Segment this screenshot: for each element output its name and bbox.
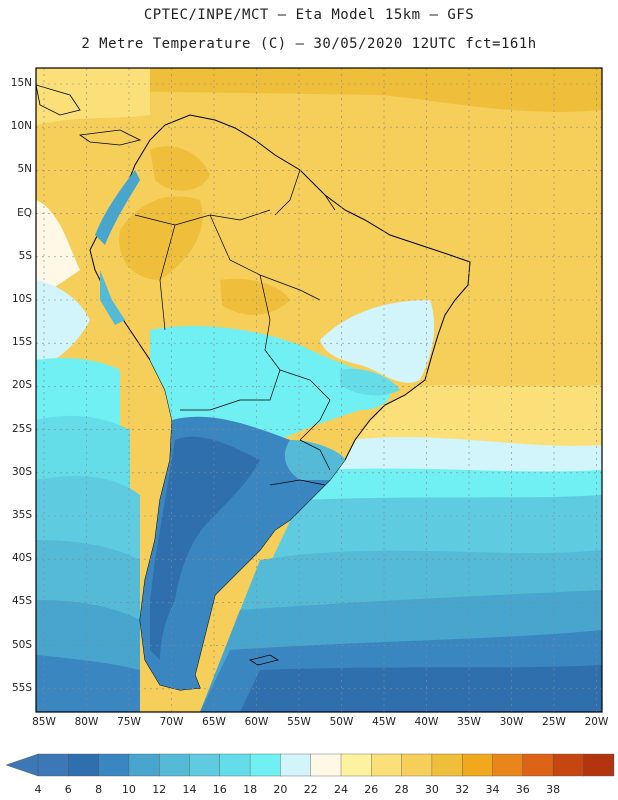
colorbar-tick-label: 24: [334, 783, 348, 796]
latitude-label: 10N: [10, 120, 32, 133]
latitude-label: 10S: [11, 293, 32, 305]
colorbar-segment: [68, 753, 100, 777]
map-title-line-1: CPTEC/INPE/MCT – Eta Model 15km – GFS: [143, 7, 475, 23]
cool-region: [340, 368, 400, 396]
latitude-label: 25S: [11, 422, 32, 435]
map-title-line-2: 2 Metre Temperature (C) – 30/05/2020 12U…: [81, 36, 537, 52]
country-borders: [134, 169, 336, 486]
latitude-label: EQ: [17, 206, 32, 219]
colorbar-right-arrow: [611, 753, 614, 777]
colorbar-segment: [552, 753, 584, 777]
latitude-label: 45S: [11, 595, 32, 608]
colorbar-segment: [371, 753, 403, 777]
map-frame: [35, 67, 603, 713]
longitude-label: 45W: [372, 716, 396, 728]
heat-region: [220, 278, 290, 315]
colorbar-tick-label: 26: [364, 783, 379, 796]
colorbar-segment: [189, 753, 221, 777]
ocean-band: [36, 200, 80, 300]
cool-region: [100, 270, 125, 325]
colorbar-tick-label: 38: [546, 783, 561, 796]
colorbar-segment: [128, 753, 160, 777]
latitude-label: 55S: [11, 681, 32, 694]
colorbar-segment: [492, 753, 524, 777]
colorbar-tick-label: 20: [273, 783, 288, 796]
longitude-label: 20W: [584, 716, 609, 728]
latitude-label: 40S: [11, 552, 32, 565]
heat-region: [150, 146, 210, 191]
central-america: [36, 84, 81, 116]
latitude-label: 30S: [11, 465, 32, 478]
longitude-label: 50W: [329, 716, 354, 728]
colorbar-tick-label: 18: [243, 783, 258, 796]
colorbar-tick-label: 30: [424, 783, 439, 796]
colorbar-segment: [219, 753, 251, 777]
latitude-label: 35S: [11, 509, 32, 521]
colorbar-tick-label: 34: [485, 783, 500, 796]
colorbar-tick-label: 12: [152, 783, 167, 796]
central-america: [78, 129, 142, 146]
colorbar-tick-label: 8: [95, 783, 103, 796]
ocean-band: [36, 280, 90, 370]
longitude-label: 65W: [202, 716, 226, 728]
colorbar-tick-label: 36: [515, 783, 530, 796]
ocean-band: [36, 655, 140, 712]
heat-region: [119, 196, 203, 280]
colorbar-segment: [401, 753, 433, 777]
latitude-label: 15S: [11, 336, 32, 349]
andes-cold-region: [150, 436, 260, 660]
lat-lon-grid: [36, 68, 602, 712]
colorbar-segment: [158, 753, 190, 777]
longitude-label: 30W: [499, 716, 524, 728]
colorbar-left-arrow: [5, 753, 39, 777]
longitude-label: 60W: [244, 716, 269, 728]
colorbar-tick-label: 14: [182, 783, 197, 796]
colorbar-segment: [280, 753, 312, 777]
cool-region: [150, 325, 391, 440]
colorbar-tick-label: 28: [394, 783, 409, 796]
colorbar-segment: [583, 753, 615, 777]
colorbar-segment: [249, 753, 281, 777]
colorbar-segment: [37, 753, 69, 777]
colorbar-tick-label: 10: [121, 783, 136, 796]
latitude-label: 5S: [18, 249, 32, 262]
colorbar-tick-label: 32: [455, 783, 470, 796]
latitude-label: 5N: [17, 163, 32, 176]
latitude-label: 50S: [11, 638, 32, 651]
colorbar-tick-label: 22: [303, 783, 318, 796]
longitude-label: 55W: [287, 716, 311, 728]
longitude-label: 85W: [32, 716, 56, 728]
latitude-label: 20S: [11, 379, 32, 392]
colorbar-segment: [340, 753, 372, 777]
cool-region: [320, 300, 435, 383]
colorbar-segment: [522, 753, 554, 777]
colorbar-segment: [310, 753, 342, 777]
longitude-label: 80W: [74, 716, 99, 728]
longitude-label: 70W: [159, 716, 184, 728]
longitude-label: 75W: [117, 716, 141, 728]
ocean-band: [36, 68, 602, 113]
latitude-label: 15N: [10, 77, 32, 89]
longitude-label: 25W: [542, 716, 566, 728]
colorbar-tick-label: 4: [34, 783, 42, 796]
colorbar-segment: [98, 753, 130, 777]
colorbar-segment: [462, 753, 494, 777]
temperature-colorbar: [5, 753, 615, 777]
colorbar-tick-label: 16: [212, 783, 227, 796]
colorbar-segment: [431, 753, 463, 777]
longitude-label: 40W: [414, 716, 439, 728]
falkland-islands: [248, 654, 280, 666]
longitude-label: 35W: [457, 716, 481, 728]
colorbar-tick-label: 6: [64, 783, 72, 796]
